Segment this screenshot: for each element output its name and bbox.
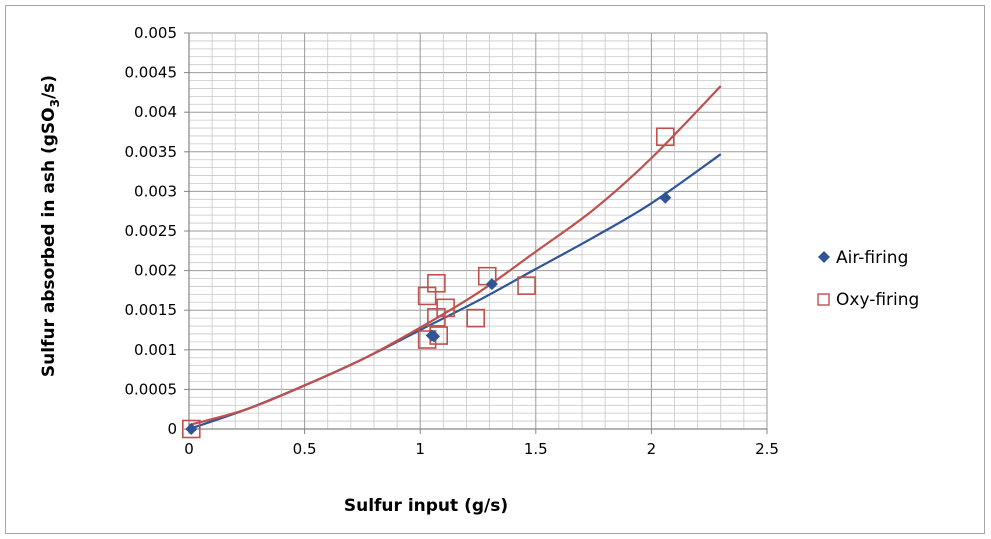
x-tick-label: 2.5 [755, 440, 779, 458]
point-air-firing [185, 423, 198, 435]
legend-marker-air-firing [818, 251, 830, 263]
x-axis-title: Sulfur input (g/s) [344, 496, 508, 516]
gridlines [188, 32, 768, 430]
y-tick-label: 0 [167, 420, 177, 438]
x-tick-label: 1 [415, 440, 425, 458]
y-axis-title: Sulfur absorbed in ash (gSO3/s) [39, 75, 62, 377]
y-tick-labels: 0 0.0005 0.001 0.0015 0.002 0.0025 0.003 0.0035… [125, 24, 178, 438]
y-tick-label: 0.002 [134, 262, 177, 280]
legend-marker-oxy-firing [817, 293, 830, 306]
y-tick-label: 0.0005 [125, 380, 178, 398]
x-tick-labels: 0 0.5 1 1.5 2 2.5 [184, 440, 779, 458]
y-axis-title-end: /s) [39, 75, 59, 99]
point-oxy-firing [517, 276, 536, 295]
y-axis-title-main: Sulfur absorbed in ash (gSO [39, 107, 59, 377]
chart-frame: 0 0.0005 0.001 0.0015 0.002 0.0025 0.003 0.0035… [5, 5, 985, 534]
y-tick-label: 0.003 [134, 182, 177, 200]
y-tick-label: 0.0025 [125, 222, 178, 240]
legend-label-air-firing: Air-firing [836, 248, 908, 268]
trendlines [188, 85, 722, 431]
point-air-firing [485, 278, 498, 291]
legend-label-oxy-firing: Oxy-firing [836, 290, 919, 310]
x-tick-label: 0.5 [293, 440, 317, 458]
x-tick-label: 1.5 [524, 440, 548, 458]
legend: Air-firing Oxy-firing [817, 248, 919, 310]
point-oxy-firing [182, 419, 201, 439]
y-tick-label: 0.001 [134, 341, 177, 359]
x-tick-label: 0 [184, 440, 194, 458]
point-air-firing [428, 330, 441, 343]
legend-item-oxy-firing: Oxy-firing [817, 290, 919, 310]
y-axis-title-subscript: 3 [48, 99, 62, 107]
point-oxy-firing [427, 273, 446, 293]
chart-svg: 0 0.0005 0.001 0.0015 0.002 0.0025 0.003 0.0035… [39, 24, 919, 516]
axes [184, 32, 768, 434]
trendline-oxy-firing [188, 85, 722, 427]
y-tick-label: 0.004 [134, 103, 177, 121]
legend-item-air-firing: Air-firing [818, 248, 908, 268]
point-oxy-firing [436, 298, 455, 318]
point-oxy-firing [466, 308, 485, 328]
point-air-firing [659, 191, 672, 204]
point-oxy-firing [655, 127, 675, 147]
y-tick-label: 0.005 [134, 24, 177, 42]
y-tick-label: 0.0045 [125, 64, 178, 82]
y-tick-label: 0.0015 [125, 301, 178, 319]
data-points [182, 127, 675, 439]
x-tick-label: 2 [647, 440, 657, 458]
y-tick-label: 0.0035 [125, 143, 178, 161]
